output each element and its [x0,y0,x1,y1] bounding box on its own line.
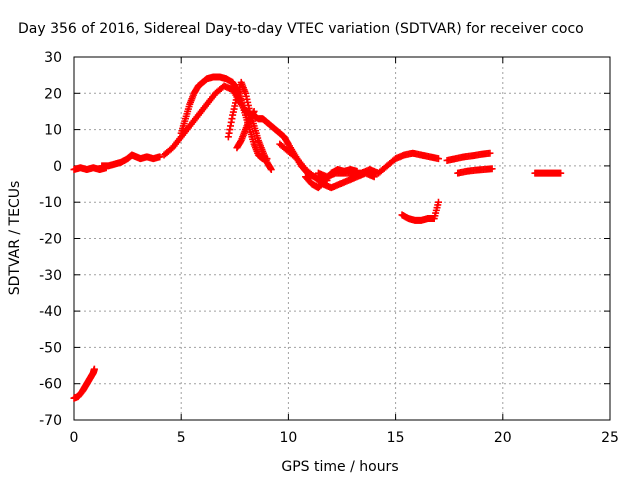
data-point [250,107,258,115]
series-arc-11 [398,198,442,224]
series-arc-13 [454,165,496,177]
y-tick-label: -60 [39,377,62,393]
y-tick-label: -10 [39,195,62,211]
y-tick-label: -30 [39,268,62,284]
x-tick-label: 20 [494,430,512,446]
series-arc-7 [233,107,258,152]
y-tick-label: 10 [44,123,62,139]
data-point [434,155,442,163]
data-points [70,73,565,402]
data-point [267,166,275,174]
data-point [90,365,98,373]
series-arc-1 [70,365,98,402]
data-point [488,165,496,173]
x-tick-label: 0 [70,430,79,446]
series-arc-12 [443,149,494,164]
data-point [486,149,494,157]
data-point [557,169,565,177]
y-tick-label: 30 [44,50,62,66]
chart-title: Day 356 of 2016, Sidereal Day-to-day VTE… [18,21,584,37]
series-arc-3 [98,151,164,170]
x-axis-label: GPS time / hours [281,459,398,475]
y-tick-label: 0 [53,159,62,175]
grid [74,57,610,420]
x-tick-label: 15 [387,430,405,446]
series-arc-10 [314,149,442,181]
data-point [434,198,442,206]
y-axis-label: SDTVAR / TECUs [7,181,23,296]
x-tick-label: 25 [601,430,619,446]
data-point [156,153,164,161]
y-tick-label: -20 [39,232,62,248]
y-tick-label: -70 [39,413,62,429]
y-tick-label: 20 [44,86,62,102]
x-tick-label: 5 [177,430,186,446]
axis-ticks: 0 5 10 15 20 25 -70 -60 -50 -40 -30 -20 -10 0 10 20 30 [39,50,619,446]
y-tick-label: -40 [39,304,62,320]
x-tick-label: 10 [279,430,297,446]
y-tick-label: -50 [39,340,62,356]
series-arc-14 [531,169,565,177]
